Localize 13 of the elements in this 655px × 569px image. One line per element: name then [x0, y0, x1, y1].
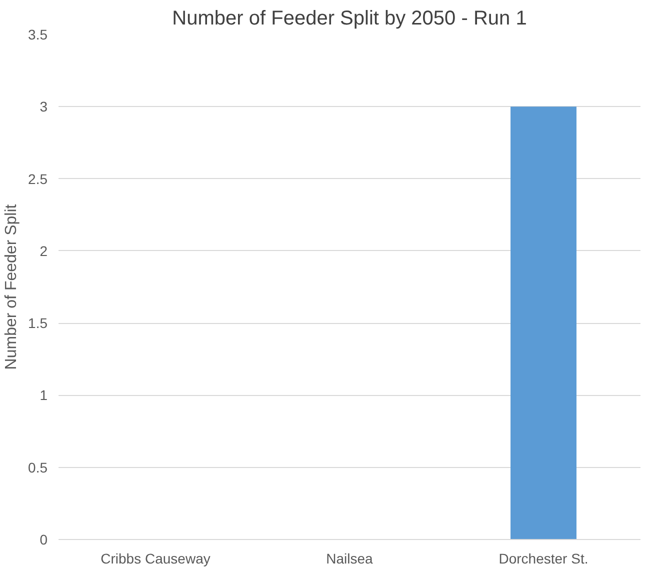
y-tick-label: 1.5 [28, 315, 48, 332]
y-tick-label: 0.5 [28, 459, 48, 476]
y-tick-label: 3.5 [28, 26, 48, 42]
y-tick-label: 2.5 [28, 170, 48, 187]
x-tick-label: Cribbs Causeway [100, 550, 210, 566]
y-tick-label: 2 [40, 242, 48, 259]
y-tick-label: 0 [40, 532, 48, 548]
y-axis-title: Number of Feeder Split [3, 204, 20, 370]
y-tick-label: 1 [40, 387, 48, 404]
x-tick-label: Nailsea [326, 550, 374, 566]
chart-title: Number of Feeder Split by 2050 - Run 1 [172, 8, 527, 30]
x-tick-label: Dorchester St. [498, 550, 588, 566]
y-tick-label: 3 [40, 98, 48, 115]
